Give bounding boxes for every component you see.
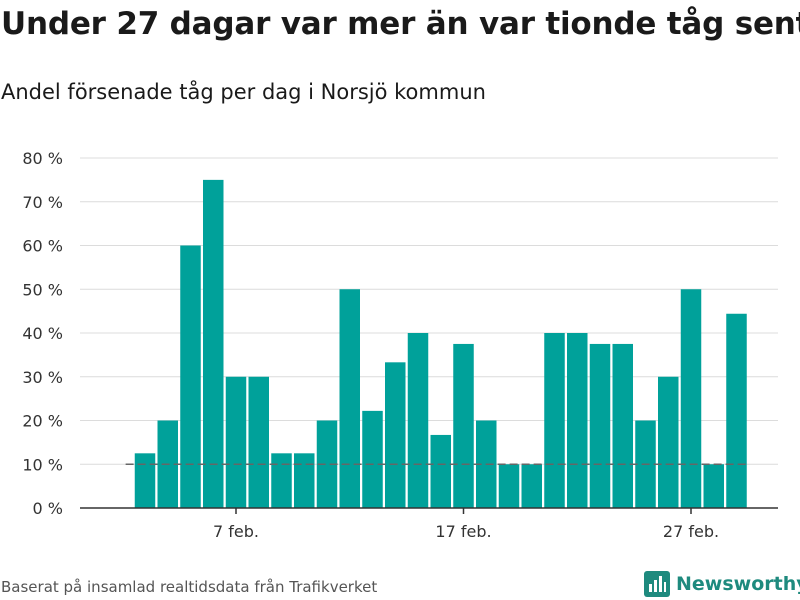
- bar: [703, 464, 724, 508]
- bars: [134, 179, 747, 508]
- bar: [544, 333, 565, 508]
- bar: [385, 362, 406, 508]
- x-tick-label: 7 feb.: [213, 522, 259, 541]
- bar: [521, 464, 542, 508]
- brand-logo[interactable]: Newsworthy: [644, 569, 800, 599]
- bar: [225, 376, 247, 508]
- y-tick-label: 80 %: [22, 149, 63, 168]
- bar: [567, 333, 588, 508]
- y-tick-label: 30 %: [22, 368, 63, 387]
- x-tick-label: 17 feb.: [435, 522, 491, 541]
- bar: [612, 343, 633, 508]
- bar: [726, 313, 747, 508]
- bar: [658, 376, 679, 508]
- bar: [453, 343, 474, 508]
- bar-chart: 0 % 10 % 20 % 30 % 40 % 50 % 60 % 70 % 80 % 7 fe…: [22, 149, 778, 541]
- bar: [248, 376, 269, 508]
- y-tick-label: 60 %: [22, 237, 63, 256]
- y-tick-label: 50 %: [22, 280, 63, 299]
- y-tick-label: 20 %: [22, 412, 63, 431]
- bar: [362, 410, 383, 508]
- bar: [294, 453, 315, 508]
- x-axis: [80, 507, 778, 514]
- bar: [407, 333, 429, 508]
- bar: [498, 464, 520, 508]
- x-axis-labels: 7 feb. 17 feb. 27 feb.: [213, 522, 719, 541]
- bar: [430, 434, 451, 508]
- bar: [180, 245, 201, 508]
- chart-subtitle: Andel försenade tåg per dag i Norsjö kom…: [1, 80, 486, 104]
- chart-title: Under 27 dagar var mer än var tionde tåg…: [1, 6, 800, 42]
- bar: [134, 453, 156, 508]
- bar: [680, 289, 702, 508]
- y-tick-label: 40 %: [22, 324, 63, 343]
- source-note: Baserat på insamlad realtidsdata från Tr…: [1, 578, 378, 596]
- bar: [203, 179, 224, 508]
- bar: [589, 343, 611, 508]
- x-tick-label: 27 feb.: [663, 522, 719, 541]
- bar: [271, 453, 292, 508]
- brand-name: Newsworthy: [676, 573, 800, 595]
- y-tick-label: 0 %: [33, 499, 63, 518]
- bar: [339, 289, 360, 508]
- y-tick-label: 70 %: [22, 193, 63, 212]
- y-tick-label: 10 %: [22, 455, 63, 474]
- y-axis-labels: 0 % 10 % 20 % 30 % 40 % 50 % 60 % 70 % 80 %: [22, 149, 63, 518]
- bar: [316, 420, 338, 508]
- newsworthy-logo-icon: [644, 571, 670, 597]
